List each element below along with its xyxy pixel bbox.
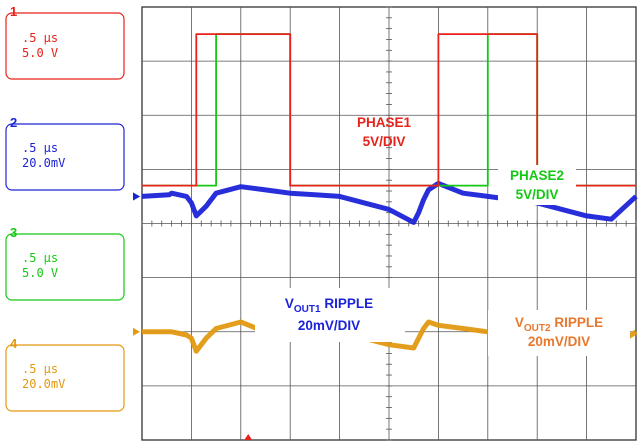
svg-text:VOUT2 RIPPLE: VOUT2 RIPPLE [515, 315, 603, 334]
label-vout1-scale: 20mV/DIV [298, 318, 360, 333]
trigger-marker [244, 434, 253, 440]
label-vout2-rest: RIPPLE [551, 315, 604, 330]
channel-marker-4 [133, 327, 140, 336]
label-vout2: VOUT2 RIPPLE 20mV/DIV [488, 310, 630, 356]
channel-scale-3: 5.0 V [22, 266, 58, 280]
channel-markers [133, 192, 253, 440]
channel-timebase-3: .5 μs [22, 251, 58, 265]
channel-box-3: 3 .5 μs 5.0 V [5, 225, 125, 301]
scope-grid [141, 6, 637, 441]
channel-number-3: 3 [10, 225, 17, 240]
label-phase1-scale: 5V/DIV [363, 134, 406, 149]
channel-scale-1: 5.0 V [22, 46, 58, 60]
channel-marker-3 [133, 192, 140, 201]
channel-scale-2: 20.0mV [22, 156, 65, 170]
label-vout1: VOUT1 RIPPLE 20mV/DIV [255, 288, 405, 342]
channel-box-2: 2 .5 μs 20.0mV [5, 115, 125, 191]
plot-area [133, 6, 638, 441]
svg-text:PHASE1: PHASE1 [357, 115, 412, 130]
label-phase2-title: PHASE2 [510, 168, 564, 183]
label-vout1-rest: RIPPLE [321, 296, 374, 311]
channel-box-1: 1 .5 μs 5.0 V [5, 4, 125, 80]
channel-box-4: 4 .5 μs 20.0mV [5, 336, 125, 412]
label-vout1-v: V [285, 296, 294, 311]
channel-timebase-2: .5 μs [22, 141, 58, 155]
channel-number-1: 1 [10, 4, 17, 19]
svg-text:VOUT1 RIPPLE: VOUT1 RIPPLE [285, 296, 373, 315]
channel-timebase-1: .5 μs [22, 31, 58, 45]
label-vout1-sub: OUT1 [294, 304, 321, 315]
label-vout2-sub: OUT2 [524, 323, 551, 334]
label-phase1: PHASE1 5V/DIV [357, 115, 412, 149]
label-vout2-v: V [515, 315, 524, 330]
channel-scale-4: 20.0mV [22, 377, 65, 391]
label-vout2-scale: 20mV/DIV [528, 334, 590, 349]
label-phase1-title: PHASE1 [357, 115, 412, 130]
channel-number-4: 4 [10, 336, 18, 351]
label-phase2: PHASE2 5V/DIV [498, 165, 576, 205]
channel-timebase-4: .5 μs [22, 362, 58, 376]
channel-number-2: 2 [10, 115, 17, 130]
label-phase2-scale: 5V/DIV [516, 187, 559, 202]
trace-phase1 [142, 33, 636, 187]
svg-text:PHASE2: PHASE2 [510, 168, 564, 183]
